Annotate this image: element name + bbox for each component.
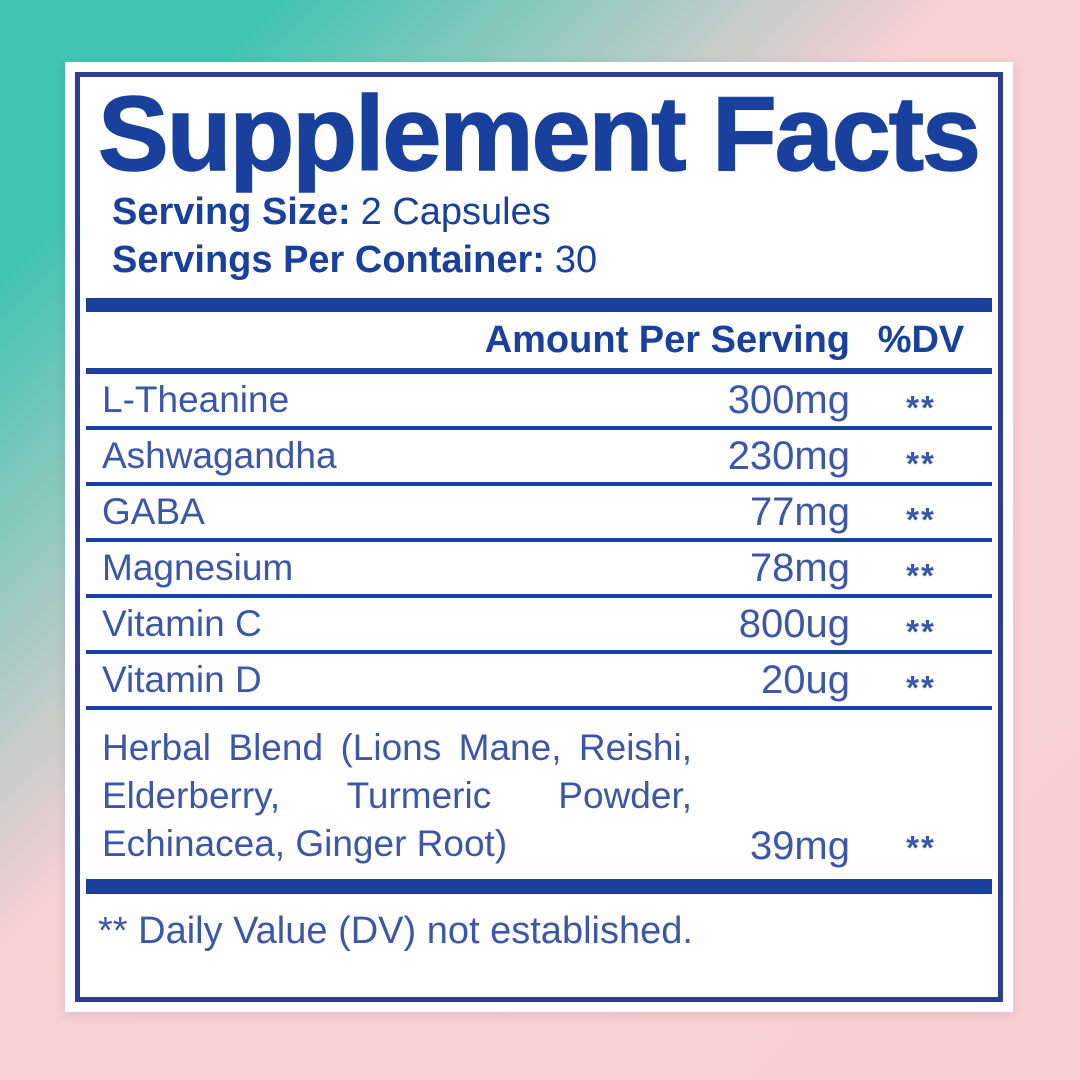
ingredient-dv: ** (906, 501, 936, 539)
ingredient-amount: 20ug (761, 657, 850, 702)
servings-per-container-value: 30 (554, 238, 598, 281)
label-content: Supplement Facts Serving Size: 2 Capsules… (80, 77, 998, 997)
divider-header-bottom (86, 368, 992, 375)
table-row: GABA 77mg ** (86, 486, 992, 543)
table-row: Magnesium 78mg ** (86, 542, 992, 599)
ingredient-amount: 78mg (749, 545, 850, 590)
table-row: L-Theanine 300mg ** (86, 374, 992, 431)
ingredient-dv: ** (906, 389, 936, 427)
card-border: Supplement Facts Serving Size: 2 Capsules… (75, 72, 1003, 1002)
serving-size-label: Serving Size: (112, 191, 351, 234)
ingredient-name: Vitamin D (102, 659, 262, 701)
ingredient-dv: ** (906, 557, 936, 595)
ingredient-name: L-Theanine (102, 379, 290, 421)
supplement-facts-card: Supplement Facts Serving Size: 2 Capsules… (65, 62, 1013, 1012)
ingredient-dv: ** (906, 445, 936, 483)
ingredient-amount: 800ug (738, 601, 850, 646)
table-header-row: Amount Per Serving %DV (86, 312, 992, 368)
table-row: Vitamin D 20ug ** (86, 654, 992, 711)
ingredient-name: Ashwagandha (102, 435, 337, 477)
ingredient-amount: 77mg (749, 489, 850, 534)
servings-per-container-line: Servings Per Container: 30 (112, 237, 992, 285)
serving-size-value: 2 Capsules (360, 191, 551, 234)
amount-per-serving-header: Amount Per Serving (484, 318, 850, 361)
ingredient-amount: 39mg (749, 823, 850, 868)
ingredient-dv: ** (906, 613, 936, 651)
ingredient-name: Herbal Blend (Lions Mane, Reishi, Elderb… (102, 727, 692, 865)
divider-thick-top (86, 298, 992, 313)
ingredient-dv: ** (906, 669, 936, 707)
page-title: Supplement Facts (97, 77, 981, 193)
ingredient-amount: 230mg (727, 433, 850, 478)
dv-footnote: ** Daily Value (DV) not established. (98, 909, 693, 952)
servings-per-container-label: Servings Per Container: (112, 238, 545, 281)
serving-size-line: Serving Size: 2 Capsules (112, 189, 992, 237)
table-row: Vitamin C 800ug ** (86, 598, 992, 655)
ingredient-name: Magnesium (102, 547, 294, 589)
ingredient-amount: 300mg (727, 377, 850, 422)
table-row-herbal-blend: Herbal Blend (Lions Mane, Reishi, Elderb… (86, 710, 992, 876)
table-row: Ashwagandha 230mg ** (86, 430, 992, 487)
ingredient-name: GABA (102, 491, 205, 533)
divider-thick-bottom (86, 878, 992, 894)
percent-dv-header: %DV (877, 318, 965, 361)
ingredient-name: Vitamin C (102, 603, 262, 645)
ingredient-dv: ** (906, 828, 936, 866)
